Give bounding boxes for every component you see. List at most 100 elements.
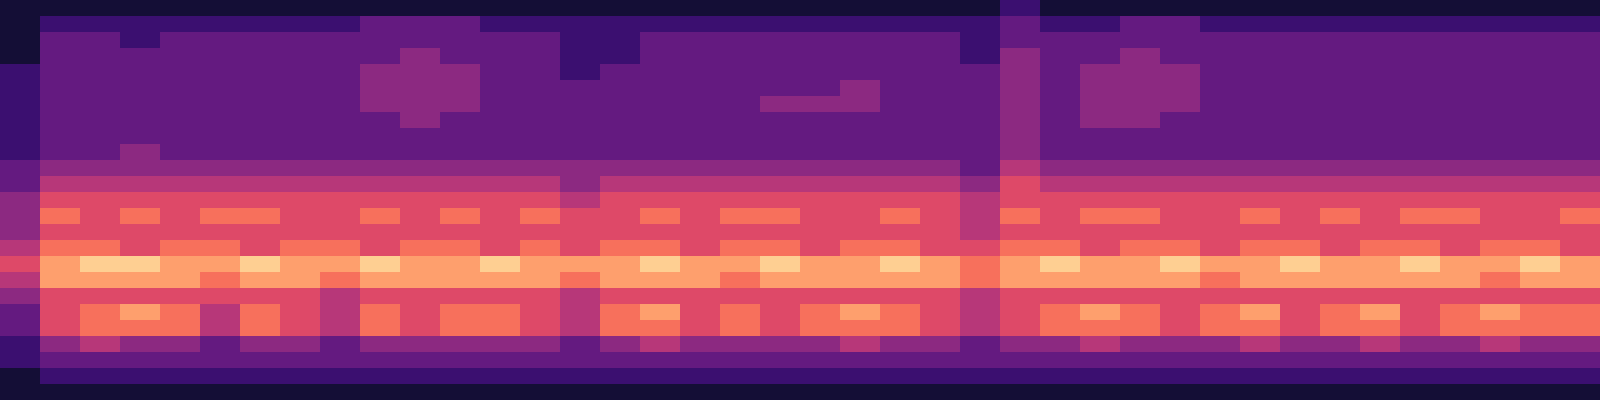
heatmap-cell (1440, 80, 1481, 97)
heatmap-cell (760, 320, 801, 337)
heatmap-cell (1560, 64, 1600, 81)
heatmap-cell (960, 336, 1001, 353)
heatmap-cell (1120, 384, 1161, 400)
heatmap-cell (1160, 336, 1201, 353)
heatmap-cell (1440, 96, 1481, 113)
heatmap-cell (1320, 80, 1361, 97)
heatmap-cell (1080, 144, 1121, 161)
heatmap-cell (40, 352, 81, 369)
heatmap-cell (1240, 16, 1281, 33)
heatmap-cell (800, 288, 841, 305)
heatmap-cell (1280, 352, 1321, 369)
heatmap-cell (960, 384, 1001, 400)
heatmap-cell (920, 224, 961, 241)
heatmap-cell (1000, 272, 1041, 289)
heatmap-cell (480, 32, 521, 49)
heatmap-cell (1360, 256, 1401, 273)
heatmap-cell (1160, 64, 1201, 81)
heatmap-cell (280, 352, 321, 369)
heatmap-cell (1480, 80, 1521, 97)
heatmap-cell (400, 208, 441, 225)
heatmap-cell (1120, 304, 1161, 321)
heatmap-cell (0, 304, 41, 321)
heatmap-cell (640, 336, 681, 353)
heatmap-cell (1120, 80, 1161, 97)
heatmap-cell (1280, 240, 1321, 257)
heatmap-cell (200, 176, 241, 193)
heatmap-cell (840, 64, 881, 81)
heatmap-cell (720, 128, 761, 145)
heatmap-cell (0, 176, 41, 193)
heatmap-cell (280, 288, 321, 305)
heatmap-cell (840, 288, 881, 305)
heatmap-cell (600, 272, 641, 289)
heatmap-cell (520, 240, 561, 257)
heatmap-cell (760, 384, 801, 400)
heatmap-cell (440, 320, 481, 337)
heatmap-cell (80, 32, 121, 49)
heatmap-cell (360, 80, 401, 97)
heatmap-cell (160, 368, 201, 385)
heatmap-cell (840, 96, 881, 113)
heatmap-cell (400, 352, 441, 369)
heatmap-cell (1120, 352, 1161, 369)
heatmap-cell (1000, 352, 1041, 369)
heatmap-cell (1320, 288, 1361, 305)
heatmap-cell (1160, 384, 1201, 400)
heatmap-cell (1360, 16, 1401, 33)
heatmap-cell (920, 112, 961, 129)
heatmap-cell (1200, 176, 1241, 193)
heatmap-cell (680, 64, 721, 81)
heatmap-cell (320, 80, 361, 97)
heatmap-cell (1200, 0, 1241, 17)
heatmap-cell (80, 144, 121, 161)
heatmap-cell (440, 336, 481, 353)
heatmap-cell (480, 384, 521, 400)
heatmap-cell (40, 256, 81, 273)
heatmap-cell (480, 272, 521, 289)
heatmap-cell (840, 176, 881, 193)
heatmap-cell (1560, 176, 1600, 193)
heatmap-cell (1000, 192, 1041, 209)
heatmap-cell (320, 224, 361, 241)
heatmap-cell (760, 288, 801, 305)
heatmap-cell (320, 288, 361, 305)
heatmap-cell (1200, 272, 1241, 289)
heatmap-cell (280, 176, 321, 193)
heatmap-cell (1080, 192, 1121, 209)
heatmap-cell (320, 48, 361, 65)
heatmap-cell (200, 288, 241, 305)
heatmap-cell (1560, 0, 1600, 17)
heatmap-cell (80, 256, 121, 273)
heatmap-cell (120, 192, 161, 209)
heatmap-cell (840, 32, 881, 49)
heatmap-cell (400, 304, 441, 321)
heatmap-cell (1080, 96, 1121, 113)
heatmap-cell (1480, 64, 1521, 81)
heatmap-cell (520, 224, 561, 241)
heatmap-cell (600, 176, 641, 193)
heatmap-cell (1320, 160, 1361, 177)
heatmap-cell (960, 192, 1001, 209)
heatmap-cell (640, 288, 681, 305)
heatmap-cell (720, 64, 761, 81)
heatmap-cell (120, 0, 161, 17)
heatmap-cell (640, 96, 681, 113)
heatmap-cell (1160, 320, 1201, 337)
heatmap-cell (240, 0, 281, 17)
heatmap-cell (720, 272, 761, 289)
heatmap-cell (240, 32, 281, 49)
heatmap-cell (440, 64, 481, 81)
heatmap-cell (720, 240, 761, 257)
heatmap-cell (1360, 368, 1401, 385)
heatmap-cell (1040, 352, 1081, 369)
heatmap-cell (1040, 32, 1081, 49)
heatmap-cell (520, 320, 561, 337)
heatmap-cell (760, 368, 801, 385)
heatmap-cell (480, 0, 521, 17)
heatmap-cell (0, 144, 41, 161)
heatmap-cell (680, 240, 721, 257)
heatmap-cell (600, 368, 641, 385)
heatmap-cell (520, 80, 561, 97)
heatmap-cell (920, 32, 961, 49)
